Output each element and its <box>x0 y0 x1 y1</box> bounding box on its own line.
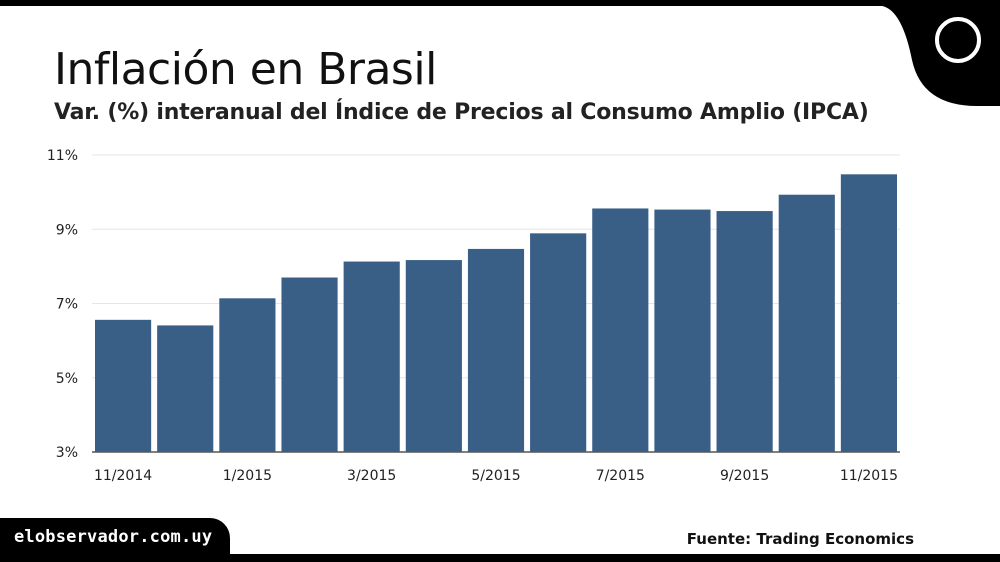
y-tick-label: 5% <box>56 371 78 387</box>
bar-4-2015 <box>405 260 462 452</box>
x-tick-label: 1/2015 <box>223 468 272 484</box>
bar-11-2014 <box>95 319 152 452</box>
x-tick-label: 7/2015 <box>596 468 645 484</box>
x-axis: 11/2014 1/2015 3/2015 5/2015 7/2015 9/2015 11/… <box>94 468 898 484</box>
bar-6-2015 <box>530 233 587 452</box>
bar-9-2015 <box>716 211 773 452</box>
corner-badge <box>882 0 1000 106</box>
x-tick-label: 11/2015 <box>840 468 898 484</box>
x-tick-label: 5/2015 <box>471 468 520 484</box>
x-tick-label: 3/2015 <box>347 468 396 484</box>
y-tick-label: 11% <box>47 148 78 164</box>
bar-12-2014 <box>157 325 214 452</box>
x-tick-label: 11/2014 <box>94 468 152 484</box>
chart-subtitle: Var. (%) interanual del Índice de Precio… <box>54 100 869 125</box>
y-tick-label: 9% <box>56 222 78 238</box>
x-tick-label: 9/2015 <box>720 468 769 484</box>
bar-2-2015 <box>281 277 338 452</box>
brand-label: elobservador.com.uy <box>0 518 231 556</box>
source-label: Fuente: Trading Economics <box>686 530 914 548</box>
bar-11-2015 <box>840 174 897 452</box>
bar-1-2015 <box>219 298 276 452</box>
bar-8-2015 <box>654 209 711 452</box>
bar-3-2015 <box>343 261 400 452</box>
circle-logo-icon <box>935 17 981 63</box>
y-tick-label: 3% <box>56 445 78 461</box>
y-axis: 3% 5% 7% 9% 11% <box>47 148 78 461</box>
y-tick-label: 7% <box>56 297 78 313</box>
bar-10-2015 <box>778 194 835 452</box>
chart-title: Inflación en Brasil <box>54 44 437 95</box>
bars-layer <box>95 174 897 452</box>
bar-5-2015 <box>467 248 525 452</box>
bar-7-2015 <box>592 208 649 452</box>
